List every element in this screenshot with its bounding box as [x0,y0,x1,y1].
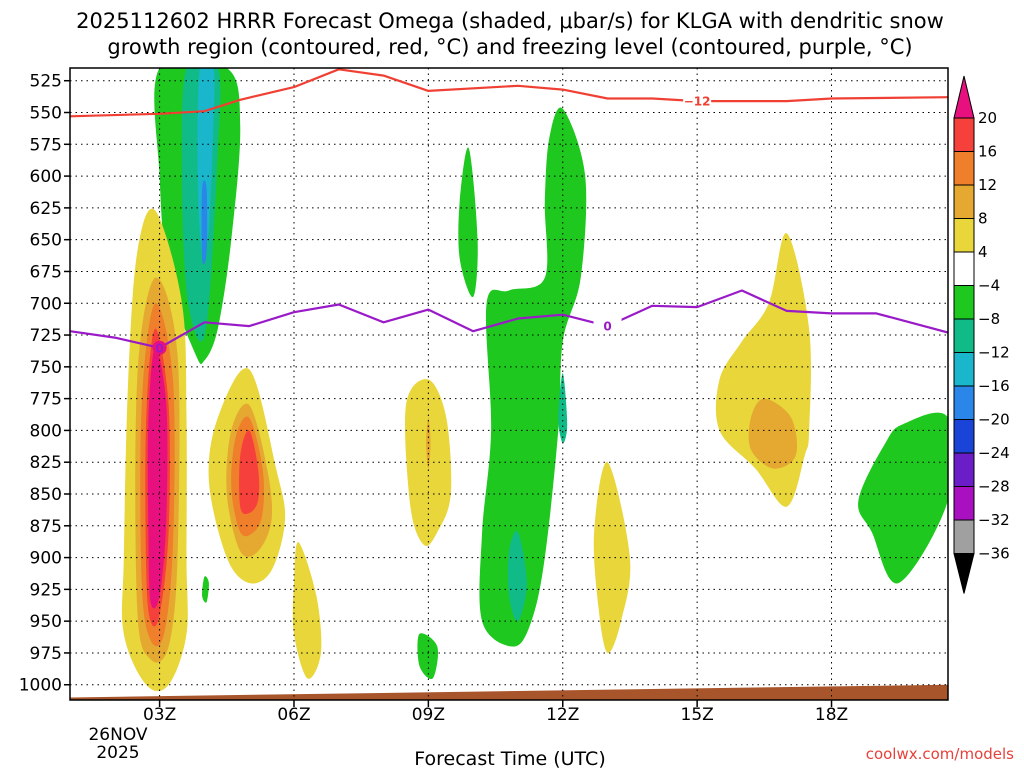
colorbar-label-3: 8 [978,210,988,228]
y-tick-label-1000: 1000 [19,676,62,696]
x-tick-label-09Z: 09Z [412,705,445,725]
colorbar-swatch-12 [953,486,975,521]
colorbar-label-6: −8 [978,310,1000,328]
contour-label-bg-0 [683,93,712,110]
colorbar-label-1: 16 [978,143,997,161]
y-tick-label-825: 825 [30,453,62,473]
omega-region-16 [479,107,587,647]
colorbar-label-13: −36 [978,545,1010,563]
omega-region-8 [147,347,168,609]
y-tick-label-750: 750 [30,358,62,378]
colorbar-swatch-6 [953,285,975,320]
x-axis: 03Z 06Z 09Z 12Z 15Z 18Z [143,700,848,725]
y-tick-label-650: 650 [30,231,62,251]
colorbar-top-arrow [953,75,975,119]
colorbar-swatch-3 [953,184,975,219]
y-tick-label-775: 775 [30,390,62,410]
x-tick-label-03Z: 03Z [143,705,176,725]
omega-region-22 [292,542,322,679]
colorbar-label-10: −24 [978,444,1010,462]
colorbar-label-2: 12 [978,176,997,194]
omega-region-17 [507,530,527,622]
y-axis: 525 550 575 600 625 650 675 700 725 750 775 800 825 8… [19,72,70,696]
contour-label-bg-1 [593,318,622,335]
omega-region-21 [202,576,209,603]
y-tick-label-875: 875 [30,517,62,537]
colorbar-swatch-4 [953,218,975,253]
colorbar-swatch-11 [953,452,975,487]
colorbar-swatch-5 [953,251,975,286]
credit-text: coolwx.com/models [866,745,1014,763]
y-tick-label-600: 600 [30,167,62,187]
chart-title-line-2: growth region (contoured, red, °C) and f… [107,35,912,59]
omega-region-24 [748,398,798,469]
colorbar-swatch-13 [953,519,975,554]
colorbar-swatch-9 [953,385,975,420]
y-tick-label-950: 950 [30,612,62,632]
contour-label-extra: 0 [155,341,163,355]
omega-region-19 [593,461,631,654]
y-tick-label-575: 575 [30,135,62,155]
y-tick-label-625: 625 [30,199,62,219]
plot-frame [69,67,949,701]
x-tick-label-12Z: 12Z [546,705,579,725]
contour-line-1 [70,289,948,349]
y-tick-label-550: 550 [30,104,62,124]
y-tick-label-525: 525 [30,72,62,92]
omega-region-12 [239,430,260,515]
colorbar-swatch-10 [953,419,975,454]
grid-layer [70,68,948,700]
colorbar-swatch-7 [953,318,975,353]
colorbar-label-8: −16 [978,377,1010,395]
contour-label-1: 0 [603,320,611,334]
y-tick-label-700: 700 [30,294,62,314]
omega-shading-layer [121,68,948,692]
colorbar-bottom-arrow [953,553,975,594]
contour-label-0: −12 [684,95,711,109]
colorbar-label-5: −4 [978,277,1000,295]
colorbar-label-11: −28 [978,478,1010,496]
colorbar-label-7: −12 [978,344,1010,362]
colorbar-swatch-1 [953,117,975,152]
x-subtitle-year: 2025 [96,743,139,763]
x-axis-title: Forecast Time (UTC) [414,748,605,768]
y-tick-label-675: 675 [30,262,62,282]
colorbar-swatch-8 [953,352,975,387]
chart-title-line-1: 2025112602 HRRR Forecast Omega (shaded, … [76,9,944,33]
contour-layer: −12 0 0 [70,68,948,355]
x-tick-label-18Z: 18Z [815,705,848,725]
omega-region-25 [858,412,948,584]
omega-region-20 [417,633,439,680]
y-tick-label-725: 725 [30,326,62,346]
colorbar: 20 16 12 8 4 −4 −8 −12 −16 −20 −24 −28 −32 −36 [953,75,1010,594]
colorbar-label-0: 20 [978,109,997,127]
omega-region-3 [201,180,208,265]
y-tick-label-900: 900 [30,549,62,569]
colorbar-label-4: 4 [978,243,988,261]
x-tick-label-06Z: 06Z [277,705,310,725]
colorbar-label-12: −32 [978,511,1010,529]
x-tick-label-15Z: 15Z [681,705,714,725]
contour-line-0 [70,68,948,118]
omega-region-18 [558,373,568,444]
terrain-surface [70,684,948,700]
y-tick-label-850: 850 [30,485,62,505]
colorbar-swatch-2 [953,151,975,186]
y-tick-label-975: 975 [30,644,62,664]
terrain-layer [70,684,948,700]
y-tick-label-925: 925 [30,580,62,600]
contour-label-bg-extra [152,340,167,355]
x-subtitle-date: 26NOV [88,725,147,745]
omega-region-15 [458,147,478,298]
colorbar-label-9: −20 [978,411,1010,429]
y-tick-label-800: 800 [30,421,62,441]
